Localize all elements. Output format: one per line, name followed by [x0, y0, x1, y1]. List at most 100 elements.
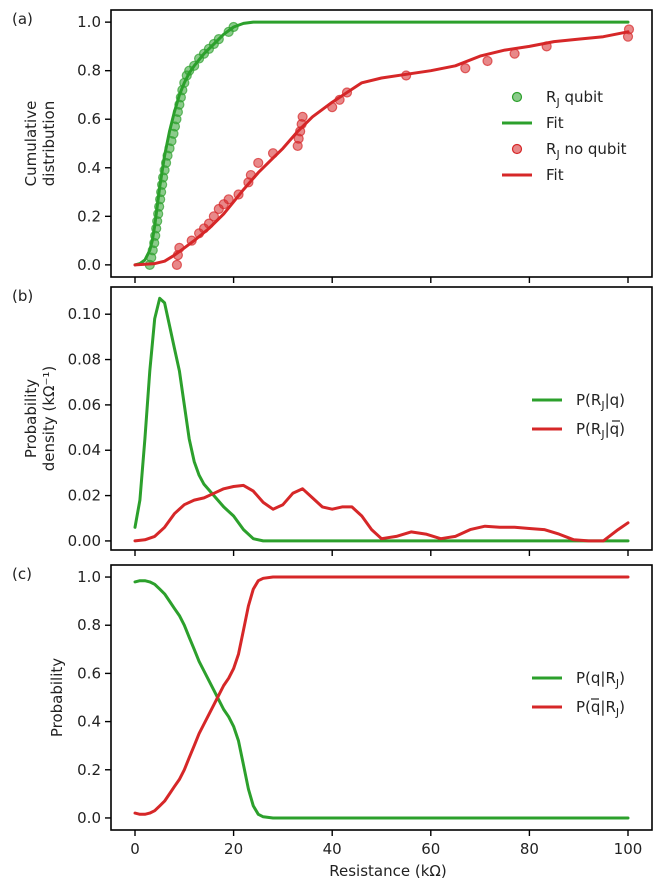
y-axis-title: Probabilitydensity (kΩ⁻¹)	[22, 366, 58, 472]
series-red-point	[334, 94, 345, 105]
series-red-point	[327, 101, 338, 113]
y-tick-label: 0.4	[77, 713, 101, 731]
series-red-point	[267, 148, 279, 159]
legend-label-rest: |q)	[605, 420, 625, 438]
legend-label-rest: )	[619, 698, 625, 716]
legend-label: RJ qubit	[546, 88, 603, 109]
y-tick-label: 0.6	[77, 110, 101, 128]
y-tick-label: 0.8	[77, 616, 101, 634]
series-green-line	[133, 579, 630, 820]
series-red-point	[482, 55, 493, 67]
y-axis-title-line: Probability	[48, 658, 66, 737]
series-red-line	[133, 483, 630, 543]
series-red-point	[223, 194, 234, 205]
legend-label-subscript: J	[555, 148, 559, 161]
series-red-point	[171, 259, 183, 270]
legend-label-rest: |q)	[605, 391, 625, 409]
y-axis-title: Cumulativedistribution	[22, 101, 58, 187]
panel-label: (a)	[12, 10, 33, 28]
legend-label-main: R	[546, 140, 556, 158]
y-tick-label: 1.0	[77, 13, 101, 31]
series-green-point	[213, 34, 224, 45]
y-tick-label: 0.6	[77, 664, 101, 682]
x-tick-label: 40	[323, 840, 342, 858]
plot-frame	[110, 564, 653, 831]
series-red-point	[208, 211, 219, 222]
y-tick-label: 0.10	[68, 305, 101, 323]
series-red-line	[133, 575, 630, 816]
series-red-point	[623, 24, 635, 35]
panel-b: (b) 0.00 0.02 0.04 0.06 0.08 0.10 Probabilityde…	[12, 286, 653, 556]
y-axis-title-line: distribution	[40, 101, 58, 186]
x-tick-label: 0	[130, 840, 140, 858]
legend-label-rest: )	[619, 669, 625, 687]
y-tick-label: 0.04	[68, 441, 101, 459]
legend-label-subscript: J	[600, 399, 604, 412]
panel-label: (b)	[12, 287, 33, 305]
series-green-point	[228, 21, 239, 33]
legend-label-main: P(R	[576, 391, 601, 409]
series-red-point	[203, 218, 215, 229]
legend-label-rest: qubit	[560, 88, 603, 106]
legend-label-subscript: J	[555, 96, 559, 109]
x-tick-label: 80	[520, 840, 539, 858]
legend-marker	[511, 143, 523, 155]
series-red-point	[233, 189, 244, 200]
series-green-line	[133, 296, 630, 543]
panel-a: (a) 0.0 0.2 0.4 0.6 0.8 1.0 Cumulativedistribut…	[12, 9, 653, 283]
panel-label: (c)	[12, 565, 32, 583]
y-tick-label: 0.00	[68, 532, 101, 550]
legend-label-main: P(q|R	[576, 669, 616, 687]
series-red-point	[401, 70, 412, 81]
legend-label: P(q|RJ)	[576, 698, 625, 719]
legend-label-main: Fit	[546, 114, 564, 132]
series-green-point	[189, 60, 200, 71]
legend-label-rest: no qubit	[560, 140, 627, 158]
y-tick-label: 0.0	[77, 256, 101, 274]
plot-frame	[110, 286, 653, 551]
legend-label-main: R	[546, 88, 556, 106]
series-red-point	[174, 242, 185, 253]
x-axis-title: Resistance (kΩ)	[329, 862, 446, 880]
y-axis-title-line: density (kΩ⁻¹)	[40, 366, 58, 472]
y-axis-title-line: Cumulative	[22, 101, 40, 187]
y-tick-label: 0.06	[68, 396, 101, 414]
legend-marker	[511, 91, 523, 103]
y-axis-title-line: Probability	[22, 379, 40, 458]
series-red-point	[297, 111, 308, 122]
x-tick-label: 20	[224, 840, 243, 858]
y-tick-label: 0.8	[77, 62, 101, 80]
y-tick-label: 0.08	[68, 351, 101, 369]
series-red-point	[541, 41, 552, 52]
legend-label: P(q|RJ)	[576, 669, 625, 690]
legend-label-main: Fit	[546, 166, 564, 184]
y-tick-label: 0.2	[77, 207, 101, 225]
legend-label: Fit	[546, 114, 564, 132]
series-red-point	[341, 87, 353, 98]
legend-label-subscript: J	[615, 677, 619, 690]
y-tick-label: 0.4	[77, 159, 101, 177]
y-tick-label: 1.0	[77, 568, 101, 586]
legend-label-subscript: J	[615, 706, 619, 719]
series-red-point	[460, 63, 471, 74]
legend-label-main: P(q|R	[576, 698, 616, 716]
legend-label: Fit	[546, 166, 564, 184]
legend-label: P(RJ|q)	[576, 420, 625, 441]
panel-c: (c) 0.0 0.2 0.4 0.6 0.8 1.0 0 20 40 60 80 100 Probabi…	[12, 564, 653, 858]
y-axis-title: Probability	[48, 658, 66, 737]
y-tick-label: 0.02	[68, 487, 101, 505]
series-red-point	[253, 157, 264, 169]
series-red-point	[509, 48, 520, 59]
legend-label: RJ no qubit	[546, 140, 627, 161]
legend-label-subscript: J	[600, 428, 604, 441]
series-red-point	[245, 169, 256, 181]
y-tick-label: 0.2	[77, 761, 101, 779]
series-red-point	[186, 235, 197, 246]
x-tick-label: 60	[421, 840, 440, 858]
plot-frame	[110, 9, 653, 278]
y-tick-label: 0.0	[77, 809, 101, 827]
x-tick-label: 100	[614, 840, 643, 858]
legend-label: P(RJ|q)	[576, 391, 625, 412]
legend-label-main: P(R	[576, 420, 601, 438]
